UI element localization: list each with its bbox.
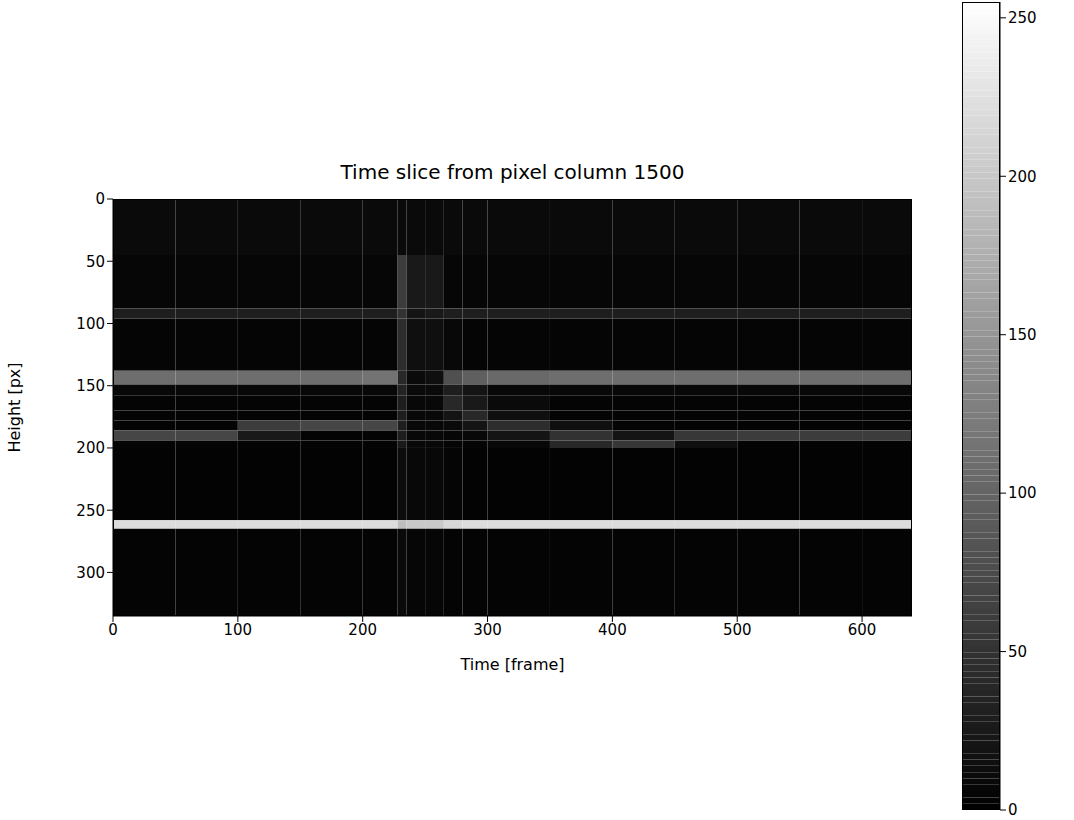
svg-text:50: 50 (1008, 643, 1027, 661)
svg-text:200: 200 (348, 621, 377, 639)
svg-text:250: 250 (76, 502, 105, 520)
svg-text:150: 150 (1008, 326, 1037, 344)
svg-text:150: 150 (76, 377, 105, 395)
svg-text:500: 500 (723, 621, 752, 639)
svg-text:50: 50 (86, 253, 105, 271)
svg-text:200: 200 (76, 439, 105, 457)
svg-text:600: 600 (848, 621, 877, 639)
svg-text:100: 100 (1008, 484, 1037, 502)
svg-text:Height [px]: Height [px] (5, 362, 24, 452)
svg-text:400: 400 (598, 621, 627, 639)
svg-text:300: 300 (473, 621, 502, 639)
html-text:Time slice from pixel column 1: Time slice from pixel column 1500 (340, 160, 685, 184)
svg-text:Time [frame]: Time [frame] (459, 655, 564, 674)
svg-text:200: 200 (1008, 168, 1037, 186)
svg-text:300: 300 (76, 564, 105, 582)
svg-text:0: 0 (108, 621, 118, 639)
svg-text:100: 100 (76, 315, 105, 333)
svg-text:100: 100 (224, 621, 253, 639)
svg-text:0: 0 (1008, 801, 1018, 819)
svg-text:0: 0 (95, 190, 105, 208)
svg-text:250: 250 (1008, 9, 1037, 27)
